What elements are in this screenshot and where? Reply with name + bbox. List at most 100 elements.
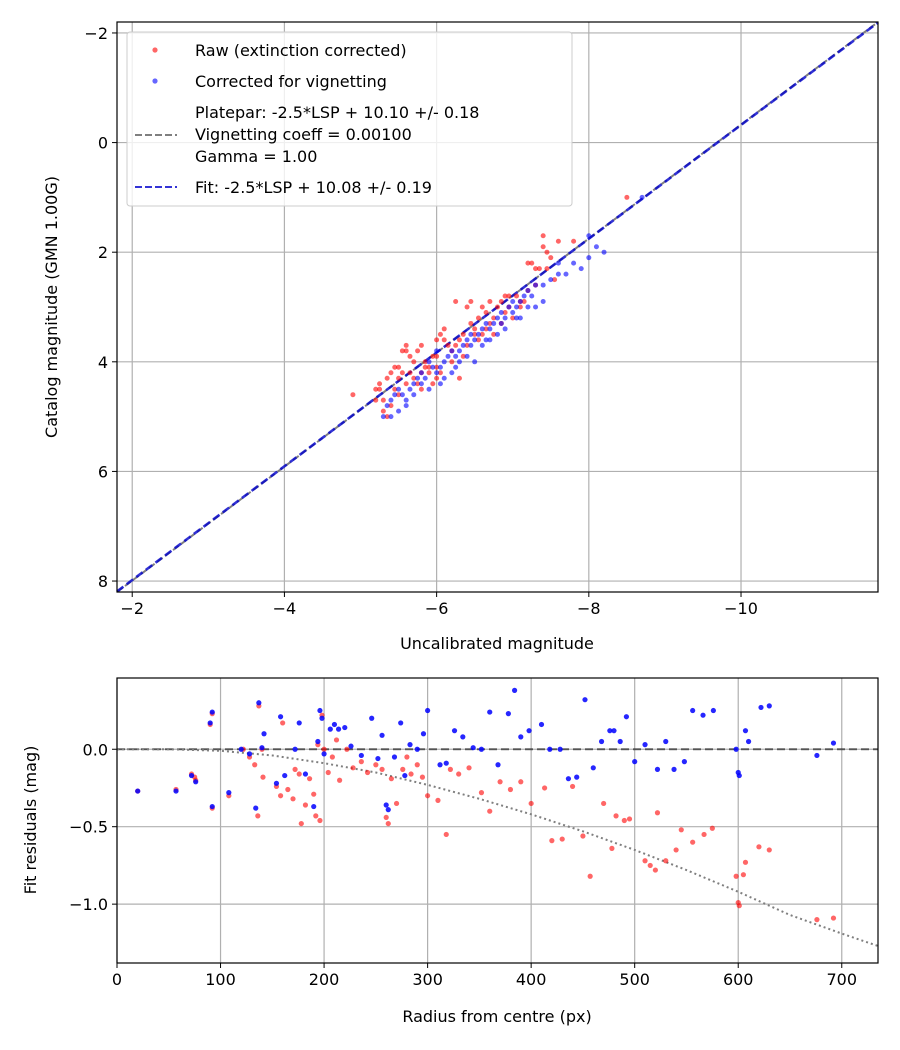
corrected-point [571, 260, 577, 266]
raw-residual-point [385, 820, 391, 827]
raw-residual-point [298, 820, 304, 827]
corrected-point [487, 337, 493, 343]
raw-point [437, 370, 443, 376]
legend-corrected-label: Corrected for vignetting [195, 72, 387, 91]
corrected-residual-point [226, 790, 232, 796]
corrected-point [495, 331, 500, 337]
corrected-residual-point [766, 703, 772, 709]
raw-residual-point [549, 838, 555, 844]
corrected-residual-point [557, 746, 563, 752]
x-tick-label: 400 [516, 970, 547, 989]
raw-point [510, 315, 516, 321]
calibration-y-axis-label: Catalog magnitude (GMN 1.00G) [42, 176, 61, 438]
raw-point [540, 244, 546, 250]
raw-residual-point [478, 790, 485, 796]
raw-residual-point [317, 817, 323, 824]
corrected-point [434, 348, 440, 354]
residuals-grid [116, 678, 878, 963]
corrected-point [491, 320, 497, 326]
corrected-residual-point [538, 721, 545, 728]
corrected-point [411, 381, 417, 387]
raw-residual-point [733, 873, 739, 879]
legend-corrected-marker [152, 78, 158, 84]
raw-residual-point [518, 779, 524, 785]
raw-point [403, 348, 409, 354]
corrected-residual-point [402, 772, 408, 779]
corrected-point [430, 364, 436, 370]
x-tick-label: −6 [425, 599, 449, 618]
raw-point [392, 386, 398, 392]
x-tick-label: 600 [723, 970, 754, 989]
raw-residual-point [497, 779, 503, 785]
raw-residual-point [344, 746, 350, 752]
y-tick-label: −2 [84, 24, 108, 43]
corrected-point [403, 397, 409, 403]
corrected-residual-point [331, 721, 338, 728]
corrected-residual-point [478, 746, 485, 752]
raw-residual-point [285, 786, 291, 793]
y-tick-label: −1.0 [69, 895, 108, 914]
corrected-residual-point [282, 772, 288, 779]
corrected-point [449, 348, 455, 354]
corrected-residual-point [745, 738, 752, 745]
corrected-residual-point [256, 700, 262, 706]
raw-residual-point [663, 858, 669, 864]
x-tick-label: 700 [826, 970, 857, 989]
raw-point [544, 249, 550, 255]
raw-point [399, 370, 405, 376]
raw-point [380, 397, 386, 403]
corrected-point [498, 309, 504, 315]
raw-point [468, 299, 474, 305]
corrected-residual-point [420, 731, 427, 737]
y-tick-label: 8 [98, 572, 108, 591]
corrected-point [449, 370, 455, 376]
raw-point [434, 353, 440, 359]
raw-point [460, 353, 466, 359]
corrected-residual-point [582, 697, 588, 703]
y-tick-label: −0.5 [69, 818, 108, 837]
corrected-point [593, 244, 599, 250]
x-tick-label: 500 [619, 970, 650, 989]
raw-residual-point [296, 771, 302, 777]
raw-point [536, 266, 542, 272]
corrected-residual-point [302, 771, 309, 777]
raw-residual-point [621, 817, 627, 824]
corrected-residual-point [398, 720, 404, 726]
raw-residual-point [487, 808, 493, 814]
corrected-residual-point [414, 746, 420, 752]
raw-residual-point [736, 903, 742, 909]
corrected-residual-point [526, 728, 532, 734]
calibration-plot: −2 −4 −6 −8 −10 −2 0 2 4 6 8 Uncalibrated magnitud… [42, 21, 879, 653]
raw-point [418, 342, 424, 348]
corrected-point [415, 375, 421, 381]
corrected-residual-point [632, 759, 638, 765]
y-tick-label: 2 [98, 243, 108, 262]
corrected-point [384, 403, 390, 409]
corrected-residual-point [348, 743, 354, 749]
corrected-point [388, 414, 394, 420]
corrected-point [517, 299, 523, 305]
raw-point [449, 359, 455, 365]
raw-residual-point [277, 793, 284, 799]
corrected-point [464, 353, 470, 359]
raw-point [403, 342, 409, 348]
raw-point [350, 392, 356, 398]
corrected-residual-point [547, 746, 553, 752]
legend-box [126, 31, 573, 207]
corrected-point [396, 386, 402, 392]
corrected-residual-point [814, 752, 820, 759]
raw-residual-point [507, 786, 514, 793]
raw-residual-point [654, 810, 661, 816]
raw-residual-point [587, 873, 593, 879]
corrected-residual-point [511, 687, 518, 693]
corrected-point [498, 320, 504, 326]
x-tick-label: −10 [724, 599, 758, 618]
raw-point [415, 381, 421, 387]
corrected-residual-point [358, 752, 364, 759]
corrected-point [495, 315, 500, 321]
corrected-residual-point [437, 762, 443, 768]
corrected-point [418, 381, 424, 387]
corrected-residual-point [379, 732, 385, 738]
raw-residual-point [456, 771, 462, 777]
